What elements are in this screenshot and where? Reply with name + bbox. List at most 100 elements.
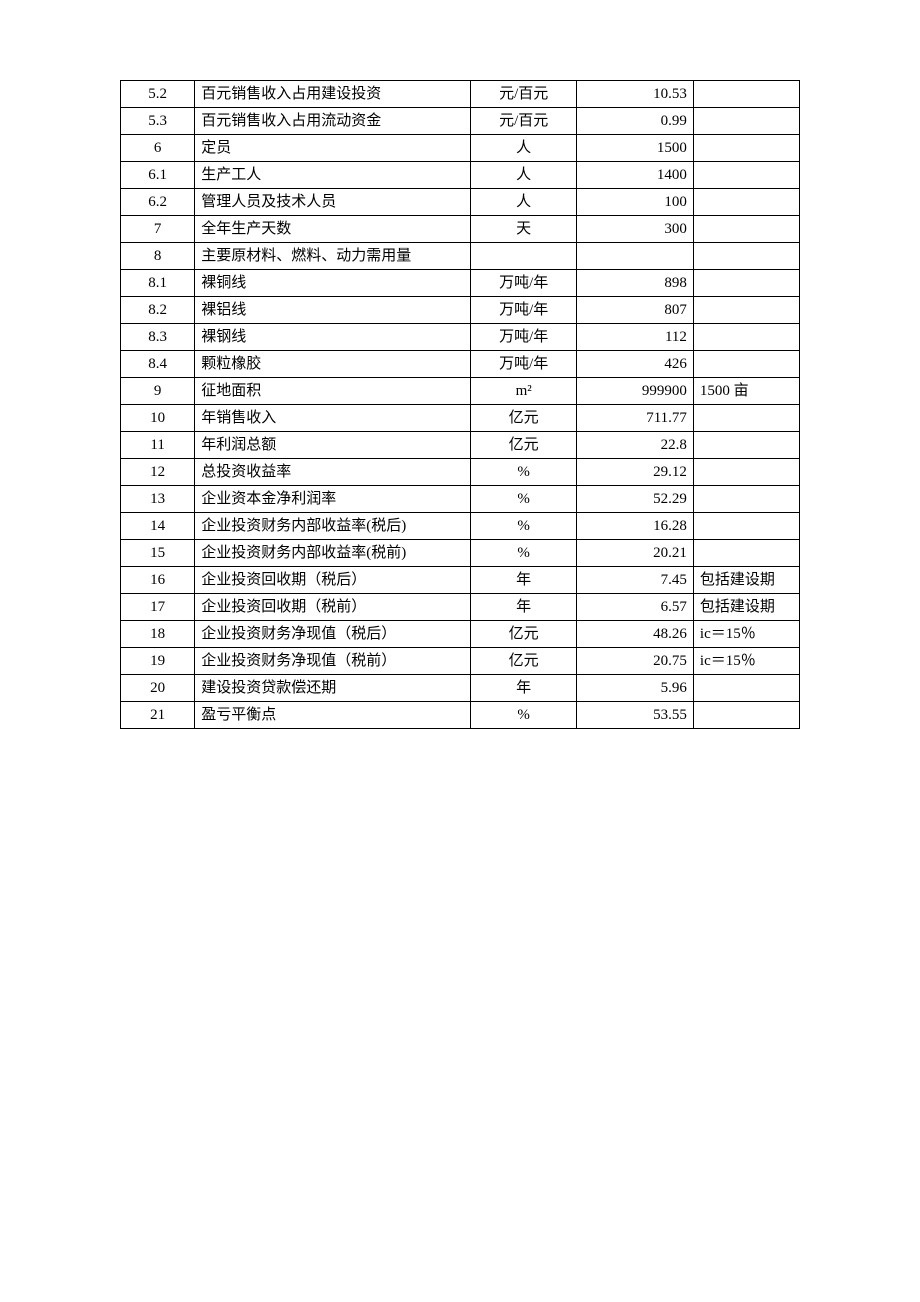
cell-unit: 元/百元 <box>471 108 577 135</box>
cell-idx: 7 <box>121 216 195 243</box>
cell-unit: 万吨/年 <box>471 351 577 378</box>
table-row: 7全年生产天数天300 <box>121 216 800 243</box>
cell-unit: m² <box>471 378 577 405</box>
cell-unit: 亿元 <box>471 432 577 459</box>
cell-name: 裸铜线 <box>195 270 471 297</box>
cell-unit: 万吨/年 <box>471 324 577 351</box>
table-row: 16企业投资回收期（税后）年7.45包括建设期 <box>121 567 800 594</box>
cell-unit: % <box>471 513 577 540</box>
cell-idx: 9 <box>121 378 195 405</box>
table-row: 15企业投资财务内部收益率(税前)%20.21 <box>121 540 800 567</box>
cell-idx: 18 <box>121 621 195 648</box>
cell-idx: 17 <box>121 594 195 621</box>
table-row: 6.2管理人员及技术人员人100 <box>121 189 800 216</box>
cell-name: 企业投资回收期（税后） <box>195 567 471 594</box>
cell-idx: 20 <box>121 675 195 702</box>
cell-note <box>693 351 799 378</box>
table-row: 19企业投资财务净现值（税前）亿元20.75ic＝15％ <box>121 648 800 675</box>
cell-idx: 8.2 <box>121 297 195 324</box>
cell-value: 999900 <box>577 378 694 405</box>
cell-unit: 年 <box>471 594 577 621</box>
cell-idx: 13 <box>121 486 195 513</box>
cell-unit: 亿元 <box>471 405 577 432</box>
cell-value: 52.29 <box>577 486 694 513</box>
cell-note <box>693 270 799 297</box>
cell-name: 裸钢线 <box>195 324 471 351</box>
cell-value: 7.45 <box>577 567 694 594</box>
cell-name: 颗粒橡胶 <box>195 351 471 378</box>
table-row: 20建设投资贷款偿还期年5.96 <box>121 675 800 702</box>
cell-idx: 8.1 <box>121 270 195 297</box>
cell-note <box>693 135 799 162</box>
table-row: 14企业投资财务内部收益率(税后)%16.28 <box>121 513 800 540</box>
indicators-table: 5.2百元销售收入占用建设投资元/百元10.535.3百元销售收入占用流动资金元… <box>120 80 800 729</box>
table-row: 8.4颗粒橡胶万吨/年426 <box>121 351 800 378</box>
cell-value: 300 <box>577 216 694 243</box>
cell-name: 企业资本金净利润率 <box>195 486 471 513</box>
cell-name: 企业投资财务净现值（税后） <box>195 621 471 648</box>
table-row: 11年利润总额亿元22.8 <box>121 432 800 459</box>
table-row: 6定员人1500 <box>121 135 800 162</box>
cell-name: 裸铝线 <box>195 297 471 324</box>
cell-idx: 14 <box>121 513 195 540</box>
cell-note <box>693 432 799 459</box>
cell-value: 20.75 <box>577 648 694 675</box>
cell-value: 807 <box>577 297 694 324</box>
cell-value: 22.8 <box>577 432 694 459</box>
cell-value: 1500 <box>577 135 694 162</box>
table-row: 9征地面积m²9999001500 亩 <box>121 378 800 405</box>
cell-value: 711.77 <box>577 405 694 432</box>
cell-note <box>693 513 799 540</box>
cell-name: 盈亏平衡点 <box>195 702 471 729</box>
cell-name: 百元销售收入占用建设投资 <box>195 81 471 108</box>
cell-name: 企业投资财务净现值（税前） <box>195 648 471 675</box>
cell-note <box>693 108 799 135</box>
cell-name: 企业投资财务内部收益率(税后) <box>195 513 471 540</box>
cell-idx: 10 <box>121 405 195 432</box>
cell-idx: 6.2 <box>121 189 195 216</box>
cell-idx: 6.1 <box>121 162 195 189</box>
document-page: 5.2百元销售收入占用建设投资元/百元10.535.3百元销售收入占用流动资金元… <box>0 0 920 729</box>
cell-name: 建设投资贷款偿还期 <box>195 675 471 702</box>
cell-note: 包括建设期 <box>693 594 799 621</box>
cell-name: 企业投资财务内部收益率(税前) <box>195 540 471 567</box>
cell-unit <box>471 243 577 270</box>
cell-idx: 21 <box>121 702 195 729</box>
cell-unit: 万吨/年 <box>471 270 577 297</box>
table-row: 10年销售收入亿元711.77 <box>121 405 800 432</box>
cell-value: 1400 <box>577 162 694 189</box>
cell-name: 定员 <box>195 135 471 162</box>
cell-unit: 天 <box>471 216 577 243</box>
cell-unit: % <box>471 459 577 486</box>
cell-unit: 万吨/年 <box>471 297 577 324</box>
cell-unit: 年 <box>471 675 577 702</box>
cell-idx: 8.3 <box>121 324 195 351</box>
cell-note <box>693 216 799 243</box>
table-row: 8主要原材料、燃料、动力需用量 <box>121 243 800 270</box>
cell-value: 6.57 <box>577 594 694 621</box>
cell-name: 企业投资回收期（税前） <box>195 594 471 621</box>
table-row: 6.1生产工人人1400 <box>121 162 800 189</box>
cell-note <box>693 243 799 270</box>
cell-idx: 12 <box>121 459 195 486</box>
cell-idx: 5.3 <box>121 108 195 135</box>
cell-value: 112 <box>577 324 694 351</box>
cell-note <box>693 486 799 513</box>
cell-note <box>693 297 799 324</box>
cell-unit: 亿元 <box>471 621 577 648</box>
cell-idx: 19 <box>121 648 195 675</box>
table-row: 5.3百元销售收入占用流动资金元/百元0.99 <box>121 108 800 135</box>
table-row: 21盈亏平衡点%53.55 <box>121 702 800 729</box>
cell-value: 20.21 <box>577 540 694 567</box>
cell-note <box>693 162 799 189</box>
indicators-table-body: 5.2百元销售收入占用建设投资元/百元10.535.3百元销售收入占用流动资金元… <box>121 81 800 729</box>
cell-idx: 5.2 <box>121 81 195 108</box>
cell-name: 主要原材料、燃料、动力需用量 <box>195 243 471 270</box>
cell-note <box>693 189 799 216</box>
cell-note <box>693 81 799 108</box>
cell-name: 年销售收入 <box>195 405 471 432</box>
cell-note <box>693 405 799 432</box>
cell-note: ic＝15％ <box>693 648 799 675</box>
cell-unit: 亿元 <box>471 648 577 675</box>
cell-idx: 8.4 <box>121 351 195 378</box>
